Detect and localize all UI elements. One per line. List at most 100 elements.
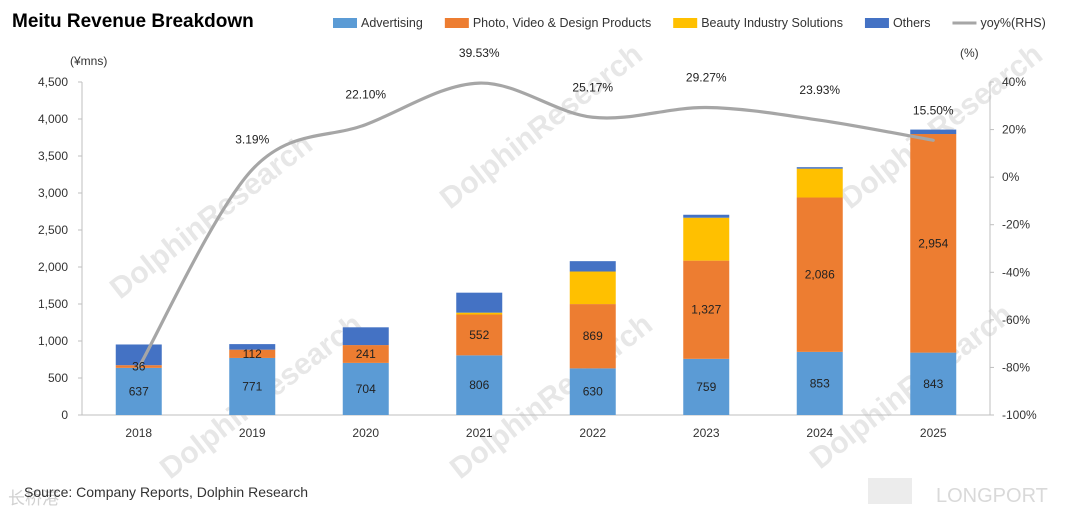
bar-segment: [229, 344, 276, 350]
bar-data-label: 552: [469, 328, 489, 342]
bar-data-label: 637: [129, 384, 149, 398]
data-labels: 637 36 771 112 704 241 806 552 630 869 759 1,327 853…: [129, 46, 954, 399]
bar-segment: [115, 344, 162, 366]
y-tick-label: 500: [48, 371, 68, 385]
bar-segment: [342, 327, 389, 346]
x-tick-label: 2019: [239, 426, 266, 440]
yoy-data-label: 39.53%: [459, 46, 500, 60]
bar-segment: [569, 368, 616, 415]
x-tick-label: 2018: [125, 426, 152, 440]
bar-segment: [229, 357, 276, 415]
legend-swatch: [444, 18, 469, 28]
x-tick-label: 2023: [693, 426, 720, 440]
bar-data-label: 2,954: [918, 236, 948, 250]
bar-data-label: 1,327: [691, 303, 721, 317]
y-axis-unit-label: (¥mns): [70, 54, 107, 68]
y-tick-label: 2,500: [38, 223, 68, 237]
y-tick-label: 3,000: [38, 186, 68, 200]
bar-data-label: 112: [243, 347, 262, 361]
bar-segment: [342, 345, 389, 363]
bar-segment: [910, 129, 957, 135]
bar-segment: [796, 167, 843, 169]
x-tick-label: 2020: [352, 426, 379, 440]
y-tick-label: 2,000: [38, 260, 68, 274]
bar-segment: [569, 261, 616, 272]
yoy-data-label: 23.93%: [799, 83, 840, 97]
y2-axis-unit-label: (%): [960, 46, 979, 60]
bar-segment: [910, 134, 957, 353]
legend-label: Photo, Video & Design Products: [473, 16, 651, 30]
legend-label: Others: [893, 16, 931, 30]
bar-data-label: 843: [923, 377, 943, 391]
bar-data-label: 771: [242, 379, 262, 393]
bar-segment: [796, 197, 843, 352]
bar-segment: [910, 352, 957, 415]
y-tick-label: 4,000: [38, 112, 68, 126]
watermark-text: DolphinResearch: [104, 128, 319, 306]
y2-tick-label: -60%: [1002, 313, 1030, 327]
x-tick-label: 2024: [806, 426, 833, 440]
y2-tick-label: -80%: [1002, 360, 1030, 374]
y-tick-label: 4,500: [38, 75, 68, 89]
yoy-line: [137, 81, 935, 370]
longport-logo-mark: [868, 478, 912, 504]
bar-segment: [683, 217, 730, 261]
y-tick-label: 3,500: [38, 149, 68, 163]
watermark-text: DolphinResearch: [434, 38, 649, 216]
yoy-data-label: 3.19%: [235, 133, 269, 147]
yoy-data-label: 25.17%: [572, 80, 613, 94]
bar-data-label: 869: [583, 329, 603, 343]
x-tick-label: 2022: [579, 426, 606, 440]
wechat-watermark: 长桥港: [8, 489, 59, 509]
y2-tick-label: -40%: [1002, 265, 1030, 279]
bar-segment: [683, 260, 730, 359]
bar-segment: [456, 312, 503, 315]
bar-segment: [569, 271, 616, 305]
bar-segment: [456, 355, 503, 415]
y2-tick-label: 40%: [1002, 75, 1026, 89]
legend-label: Beauty Industry Solutions: [701, 16, 843, 30]
x-tick-label: 2021: [466, 426, 493, 440]
bar-segment: [115, 367, 162, 415]
yoy-data-label: 22.10%: [345, 88, 386, 102]
bar-data-label: 630: [583, 385, 603, 399]
y-tick-label: 0: [61, 408, 68, 422]
bar-segment: [342, 362, 389, 415]
bar-segment: [229, 349, 276, 358]
bar-data-label: 806: [469, 378, 489, 392]
y2-tick-label: 20%: [1002, 123, 1026, 137]
x-tick-label: 2025: [920, 426, 947, 440]
legend-swatch: [333, 18, 357, 28]
bars: [115, 129, 957, 415]
legend-label: yoy%(RHS): [980, 16, 1045, 30]
legend: Advertising Photo, Video & Design Product…: [333, 16, 1046, 30]
bar-segment: [456, 314, 503, 356]
legend-swatch: [864, 18, 889, 28]
y2-tick-label: 0%: [1002, 170, 1020, 184]
yoy-data-label: 29.27%: [686, 71, 727, 85]
bar-segment: [569, 304, 616, 369]
watermark-layer: DolphinResearchDolphinResearchDolphinRes…: [8, 38, 1049, 509]
longport-logo-text: LONGPORT: [936, 485, 1048, 507]
legend-label: Advertising: [361, 16, 423, 30]
bar-segment: [683, 358, 730, 415]
bar-segment: [683, 214, 730, 218]
bar-data-label: 2,086: [805, 268, 835, 282]
y2-tick-label: -100%: [1002, 408, 1037, 422]
yoy-data-label: 15.50%: [913, 103, 954, 117]
bar-data-label: 759: [696, 380, 716, 394]
bar-segment: [796, 168, 843, 198]
y2-tick-label: -20%: [1002, 218, 1030, 232]
chart-title: Meitu Revenue Breakdown: [12, 11, 254, 32]
source-note: Source: Company Reports, Dolphin Researc…: [24, 484, 308, 500]
yoy-line-layer: [137, 81, 935, 370]
y-tick-label: 1,000: [38, 334, 68, 348]
bar-data-label: 853: [810, 376, 830, 390]
bar-data-label: 36: [132, 360, 146, 374]
bar-segment: [456, 292, 503, 313]
legend-swatch: [673, 18, 698, 28]
bar-data-label: 704: [356, 382, 376, 396]
y-tick-label: 1,500: [38, 297, 68, 311]
bar-data-label: 241: [356, 347, 376, 361]
